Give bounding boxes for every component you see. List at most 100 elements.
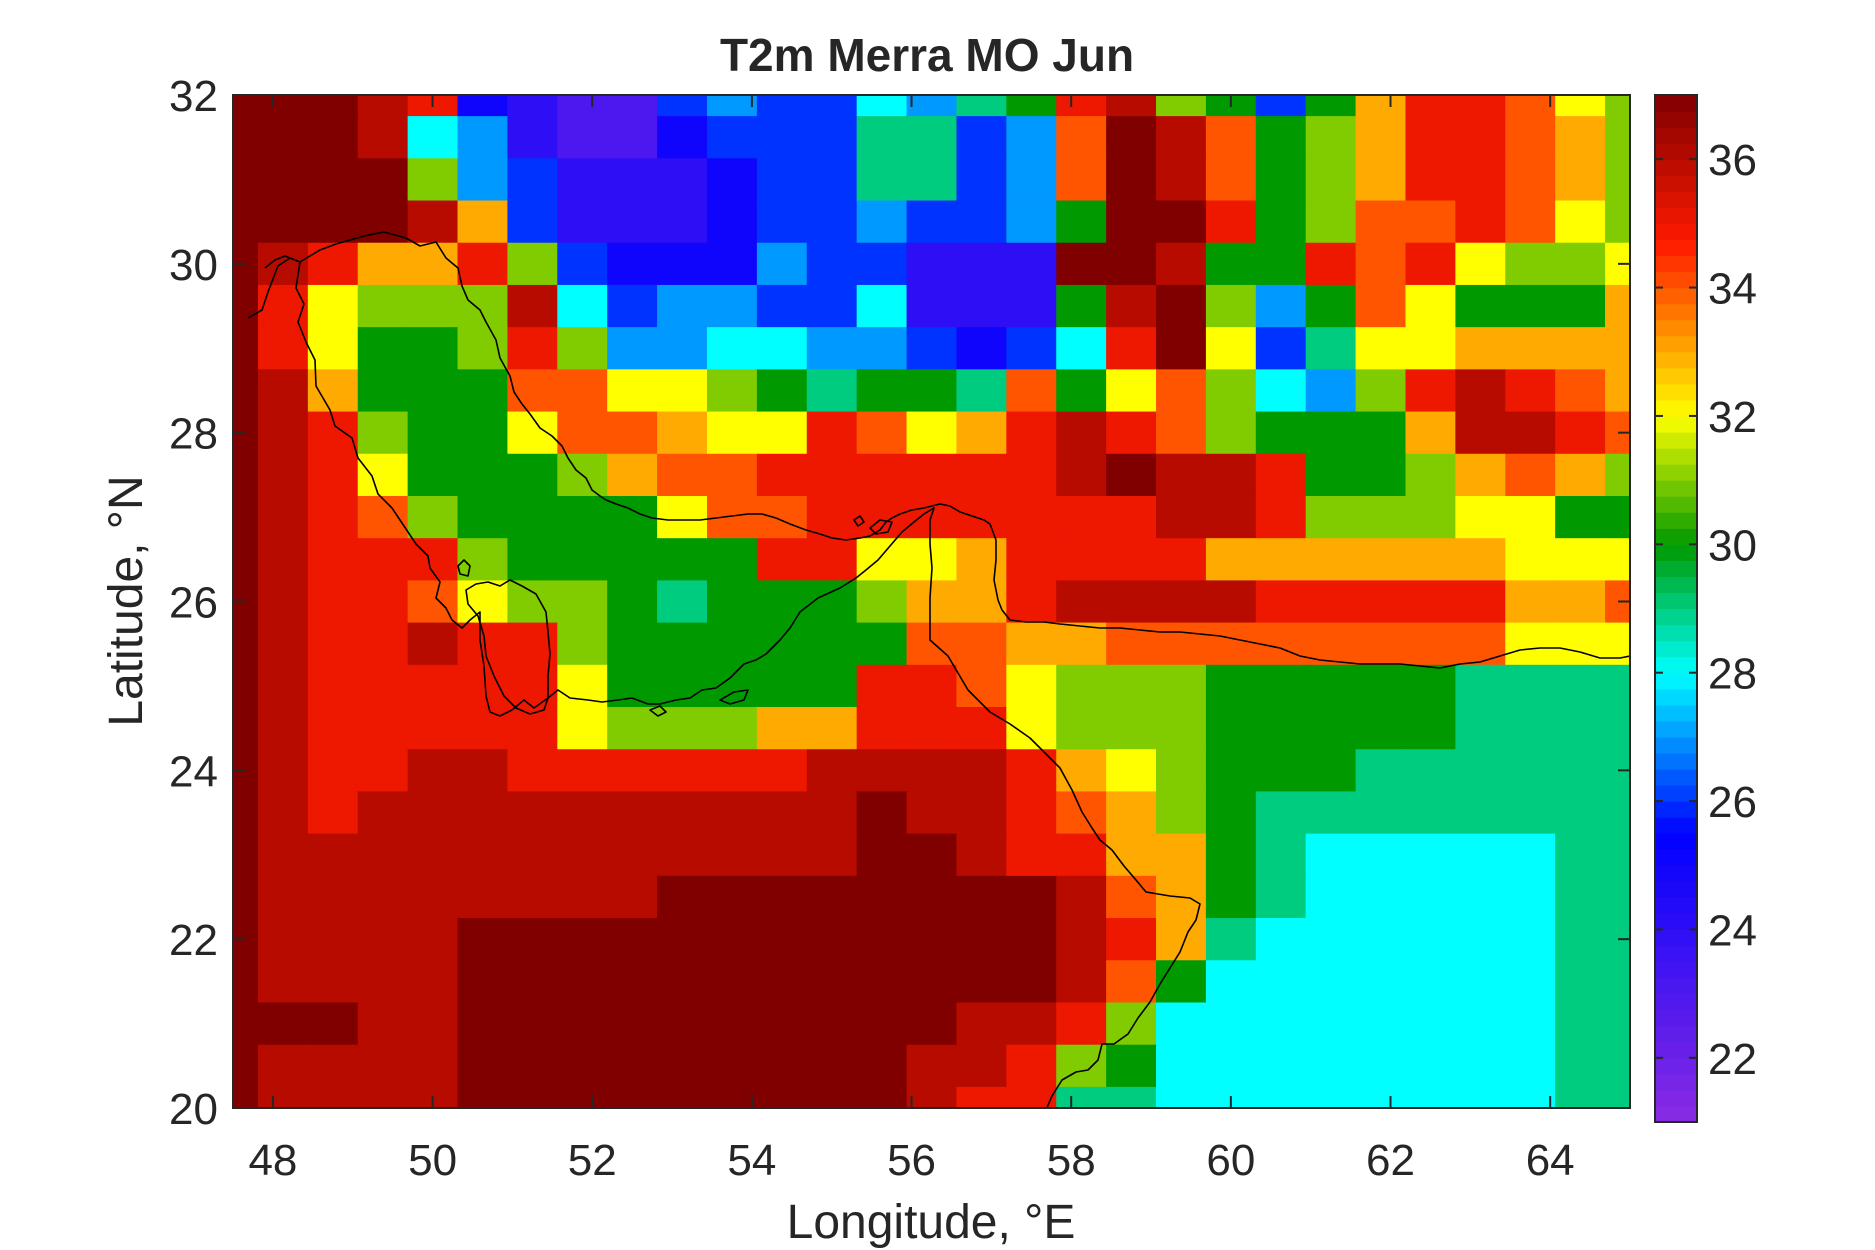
heatmap-cell (1405, 664, 1456, 708)
colorbar-segment (1655, 929, 1697, 947)
heatmap-cell (607, 1002, 658, 1046)
heatmap-cell (407, 622, 459, 666)
heatmap-cell (1106, 453, 1157, 497)
heatmap-cell (1355, 116, 1407, 159)
heatmap-cell (1056, 411, 1107, 455)
heatmap-cell (657, 1044, 708, 1088)
heatmap-cell (1605, 200, 1630, 244)
heatmap-cell (307, 495, 359, 539)
x-tick-label: 60 (1206, 1136, 1255, 1185)
heatmap-cell (233, 284, 259, 328)
colorbar-segment (1655, 335, 1697, 353)
heatmap-cell (1355, 538, 1407, 581)
heatmap-cell (307, 1044, 359, 1088)
heatmap-cell (1555, 369, 1606, 413)
heatmap-cell (956, 495, 1007, 539)
heatmap-cell (257, 242, 309, 286)
colorbar-segment (1655, 672, 1697, 690)
heatmap-cell (457, 95, 509, 117)
heatmap-cell (1305, 538, 1357, 581)
x-axis-label: Longitude, °E (787, 1196, 1076, 1249)
heatmap-cell (1555, 284, 1606, 328)
heatmap-cell (906, 580, 958, 624)
heatmap-cell (507, 664, 558, 708)
heatmap-cell (1106, 1086, 1157, 1108)
colorbar-segment (1655, 608, 1697, 626)
heatmap-cell (1056, 622, 1107, 666)
heatmap-cell (507, 369, 558, 413)
heatmap-cell (507, 242, 558, 286)
heatmap-cell (357, 95, 409, 117)
heatmap-cell (1205, 791, 1257, 835)
heatmap-cell (906, 1044, 958, 1088)
heatmap-cell (507, 960, 558, 1004)
heatmap-cell (906, 791, 958, 835)
heatmap-cell (657, 95, 708, 117)
heatmap-cell (233, 1086, 259, 1108)
heatmap-cell (307, 833, 359, 877)
heatmap-cell (1555, 707, 1606, 750)
heatmap-cell (1006, 453, 1057, 497)
heatmap-cell (1405, 1002, 1456, 1046)
heatmap-cell (257, 791, 309, 835)
heatmap-cell (357, 875, 409, 919)
heatmap-cell (706, 791, 758, 835)
heatmap-cell (906, 833, 958, 877)
colorbar-segment (1655, 768, 1697, 786)
heatmap-cell (607, 580, 658, 624)
heatmap-cell (806, 327, 858, 370)
heatmap-cell (1505, 1044, 1556, 1088)
heatmap-cell (557, 622, 608, 666)
heatmap-cell (1056, 284, 1107, 328)
heatmap-cell (1505, 580, 1556, 624)
heatmap-cell (407, 538, 459, 581)
heatmap-cell (1305, 918, 1357, 961)
heatmap-cell (1305, 95, 1357, 117)
heatmap-cell (1106, 369, 1157, 413)
heatmap-cell (706, 411, 758, 455)
heatmap-cell (233, 1044, 259, 1088)
heatmap-cell (956, 1002, 1007, 1046)
heatmap-cell (1106, 116, 1157, 159)
colorbar-segment (1655, 785, 1697, 802)
y-tick-label: 20 (169, 1085, 218, 1134)
heatmap-cell (607, 327, 658, 370)
heatmap-cell (706, 200, 758, 244)
heatmap-cell (956, 875, 1007, 919)
heatmap-cell (357, 369, 409, 413)
heatmap-cell (1405, 200, 1456, 244)
heatmap-cell (1605, 875, 1630, 919)
heatmap-cell (1156, 327, 1207, 370)
heatmap-cell (1156, 1002, 1207, 1046)
heatmap-cell (856, 791, 908, 835)
heatmap-cell (956, 538, 1007, 581)
heatmap-cell (1006, 664, 1057, 708)
heatmap-cell (956, 327, 1007, 370)
heatmap-cell (257, 538, 309, 581)
heatmap-cell (307, 918, 359, 961)
heatmap-cell (856, 327, 908, 370)
heatmap-cell (756, 918, 808, 961)
heatmap-cell (1156, 1044, 1207, 1088)
heatmap-cell (1355, 707, 1407, 750)
heatmap-cell (1455, 200, 1506, 244)
heatmap-cell (706, 875, 758, 919)
heatmap-cell (1455, 875, 1506, 919)
heatmap-cell (1605, 538, 1630, 581)
coastline (247, 231, 1630, 1108)
colorbar-segment (1655, 239, 1697, 257)
x-tick-label: 52 (568, 1136, 617, 1185)
heatmap-cell (1006, 1044, 1057, 1088)
heatmap-cell (1405, 453, 1456, 497)
heatmap-cell (657, 242, 708, 286)
heatmap-cell (1205, 664, 1257, 708)
heatmap-cell (357, 284, 409, 328)
heatmap-cell (1555, 1002, 1606, 1046)
heatmap-cell (1205, 1044, 1257, 1088)
heatmap-cell (1106, 833, 1157, 877)
coastline-iran (264, 231, 1630, 669)
heatmap-cell (856, 1086, 908, 1108)
heatmap-cell (407, 495, 459, 539)
heatmap-cell (1056, 918, 1107, 961)
heatmap-cell (1355, 622, 1407, 666)
